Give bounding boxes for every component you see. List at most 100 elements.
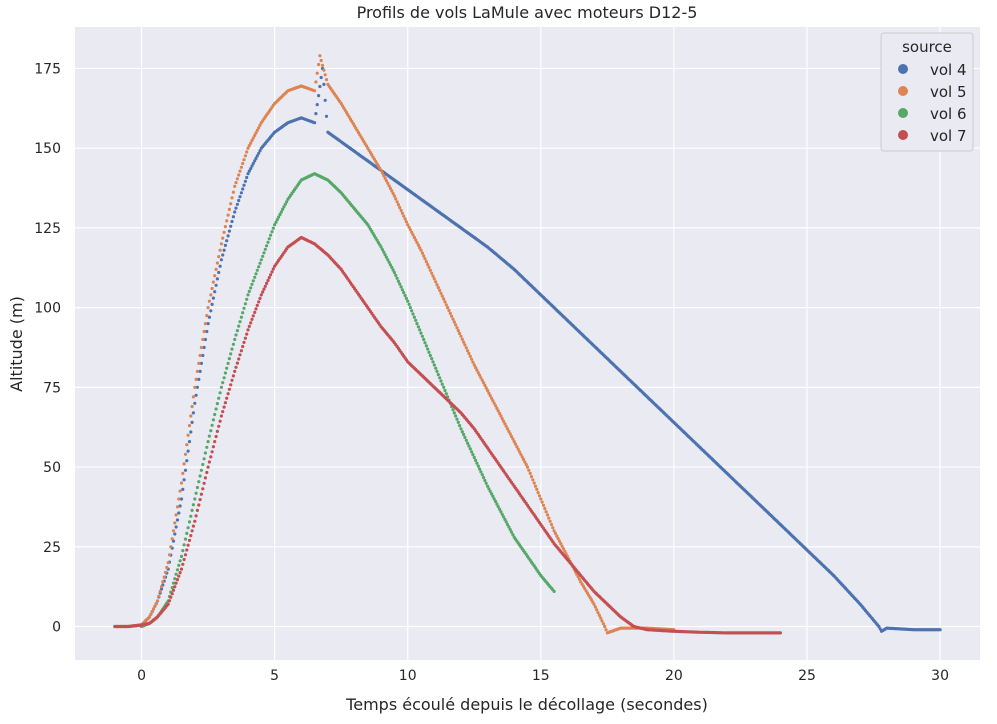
data-point <box>230 196 234 200</box>
data-point <box>394 273 398 277</box>
data-point <box>241 161 245 166</box>
data-point <box>257 265 261 269</box>
data-point <box>525 465 530 469</box>
data-point <box>174 581 178 585</box>
data-point <box>230 347 234 351</box>
data-point <box>225 366 229 370</box>
data-point <box>237 173 241 177</box>
legend-title: source <box>902 38 952 56</box>
data-point <box>499 510 503 514</box>
data-point <box>187 538 192 543</box>
data-point <box>387 184 391 188</box>
x-tick-label: 5 <box>270 668 279 684</box>
legend: source vol 4 vol 5 vol 6 vol 7 <box>880 32 974 152</box>
data-point <box>195 385 199 389</box>
data-point <box>218 248 222 252</box>
y-tick-label: 150 <box>34 141 61 157</box>
data-point <box>243 154 247 158</box>
data-point <box>407 302 411 306</box>
data-point <box>251 279 255 283</box>
data-point <box>181 562 185 566</box>
data-point <box>464 438 468 442</box>
data-point <box>171 529 176 533</box>
data-point <box>443 300 447 304</box>
data-point <box>189 514 193 518</box>
data-point <box>251 161 255 166</box>
data-point <box>597 613 602 618</box>
data-point <box>531 478 535 482</box>
data-point <box>193 519 197 523</box>
data-point <box>555 534 559 538</box>
data-point <box>221 236 225 240</box>
data-point <box>448 311 452 315</box>
data-point <box>778 631 783 635</box>
data-point <box>398 205 402 210</box>
data-point <box>213 440 217 444</box>
data-point <box>201 353 205 358</box>
data-point <box>475 368 479 372</box>
data-point <box>247 169 251 173</box>
data-point <box>487 391 491 395</box>
data-point <box>191 524 195 528</box>
data-point <box>543 506 547 511</box>
data-point <box>177 574 181 578</box>
data-point <box>198 353 202 358</box>
data-point <box>183 452 188 456</box>
data-point <box>251 136 255 140</box>
x-tick-label: 15 <box>532 668 550 684</box>
data-point <box>211 418 215 422</box>
data-point <box>382 174 386 178</box>
data-point <box>483 478 487 483</box>
data-point <box>427 265 431 269</box>
data-point <box>938 628 942 632</box>
data-point <box>479 376 483 380</box>
data-point <box>432 277 436 281</box>
data-point <box>214 434 218 439</box>
data-point <box>238 169 242 173</box>
data-point <box>217 396 221 400</box>
data-point <box>505 522 510 527</box>
legend-label: vol 4 <box>930 61 967 79</box>
data-point <box>390 265 394 269</box>
data-point <box>221 253 225 257</box>
data-point <box>406 299 410 303</box>
data-point <box>456 420 460 424</box>
data-point <box>482 381 486 385</box>
data-point <box>424 260 428 264</box>
data-point <box>467 351 471 356</box>
data-point <box>460 430 464 434</box>
data-point <box>603 624 607 629</box>
data-point <box>415 322 419 326</box>
data-point <box>576 575 580 579</box>
data-point <box>474 458 478 462</box>
data-point <box>500 512 504 516</box>
data-point <box>418 246 422 250</box>
data-point <box>392 270 396 275</box>
data-point <box>509 530 514 534</box>
data-point <box>442 297 446 301</box>
data-point <box>263 247 267 251</box>
data-point <box>274 220 278 224</box>
series-vol-7 <box>113 235 783 635</box>
data-point <box>225 239 229 243</box>
data-point <box>402 214 406 218</box>
data-point <box>271 226 275 230</box>
data-point <box>467 444 471 448</box>
data-point <box>508 528 512 532</box>
data-point <box>229 202 233 206</box>
data-point <box>878 627 882 631</box>
data-point <box>150 610 154 614</box>
data-point <box>213 290 217 294</box>
data-point <box>166 561 170 565</box>
data-point <box>182 543 186 547</box>
data-point <box>314 112 318 116</box>
data-point <box>258 261 262 265</box>
data-point <box>258 149 262 153</box>
chart-title: Profils de vols LaMule avec moteurs D12-… <box>357 3 698 22</box>
data-point <box>178 559 182 563</box>
data-point <box>519 452 523 456</box>
data-point <box>174 525 178 529</box>
data-point <box>265 281 269 285</box>
data-point <box>444 392 448 396</box>
data-point <box>456 329 460 333</box>
